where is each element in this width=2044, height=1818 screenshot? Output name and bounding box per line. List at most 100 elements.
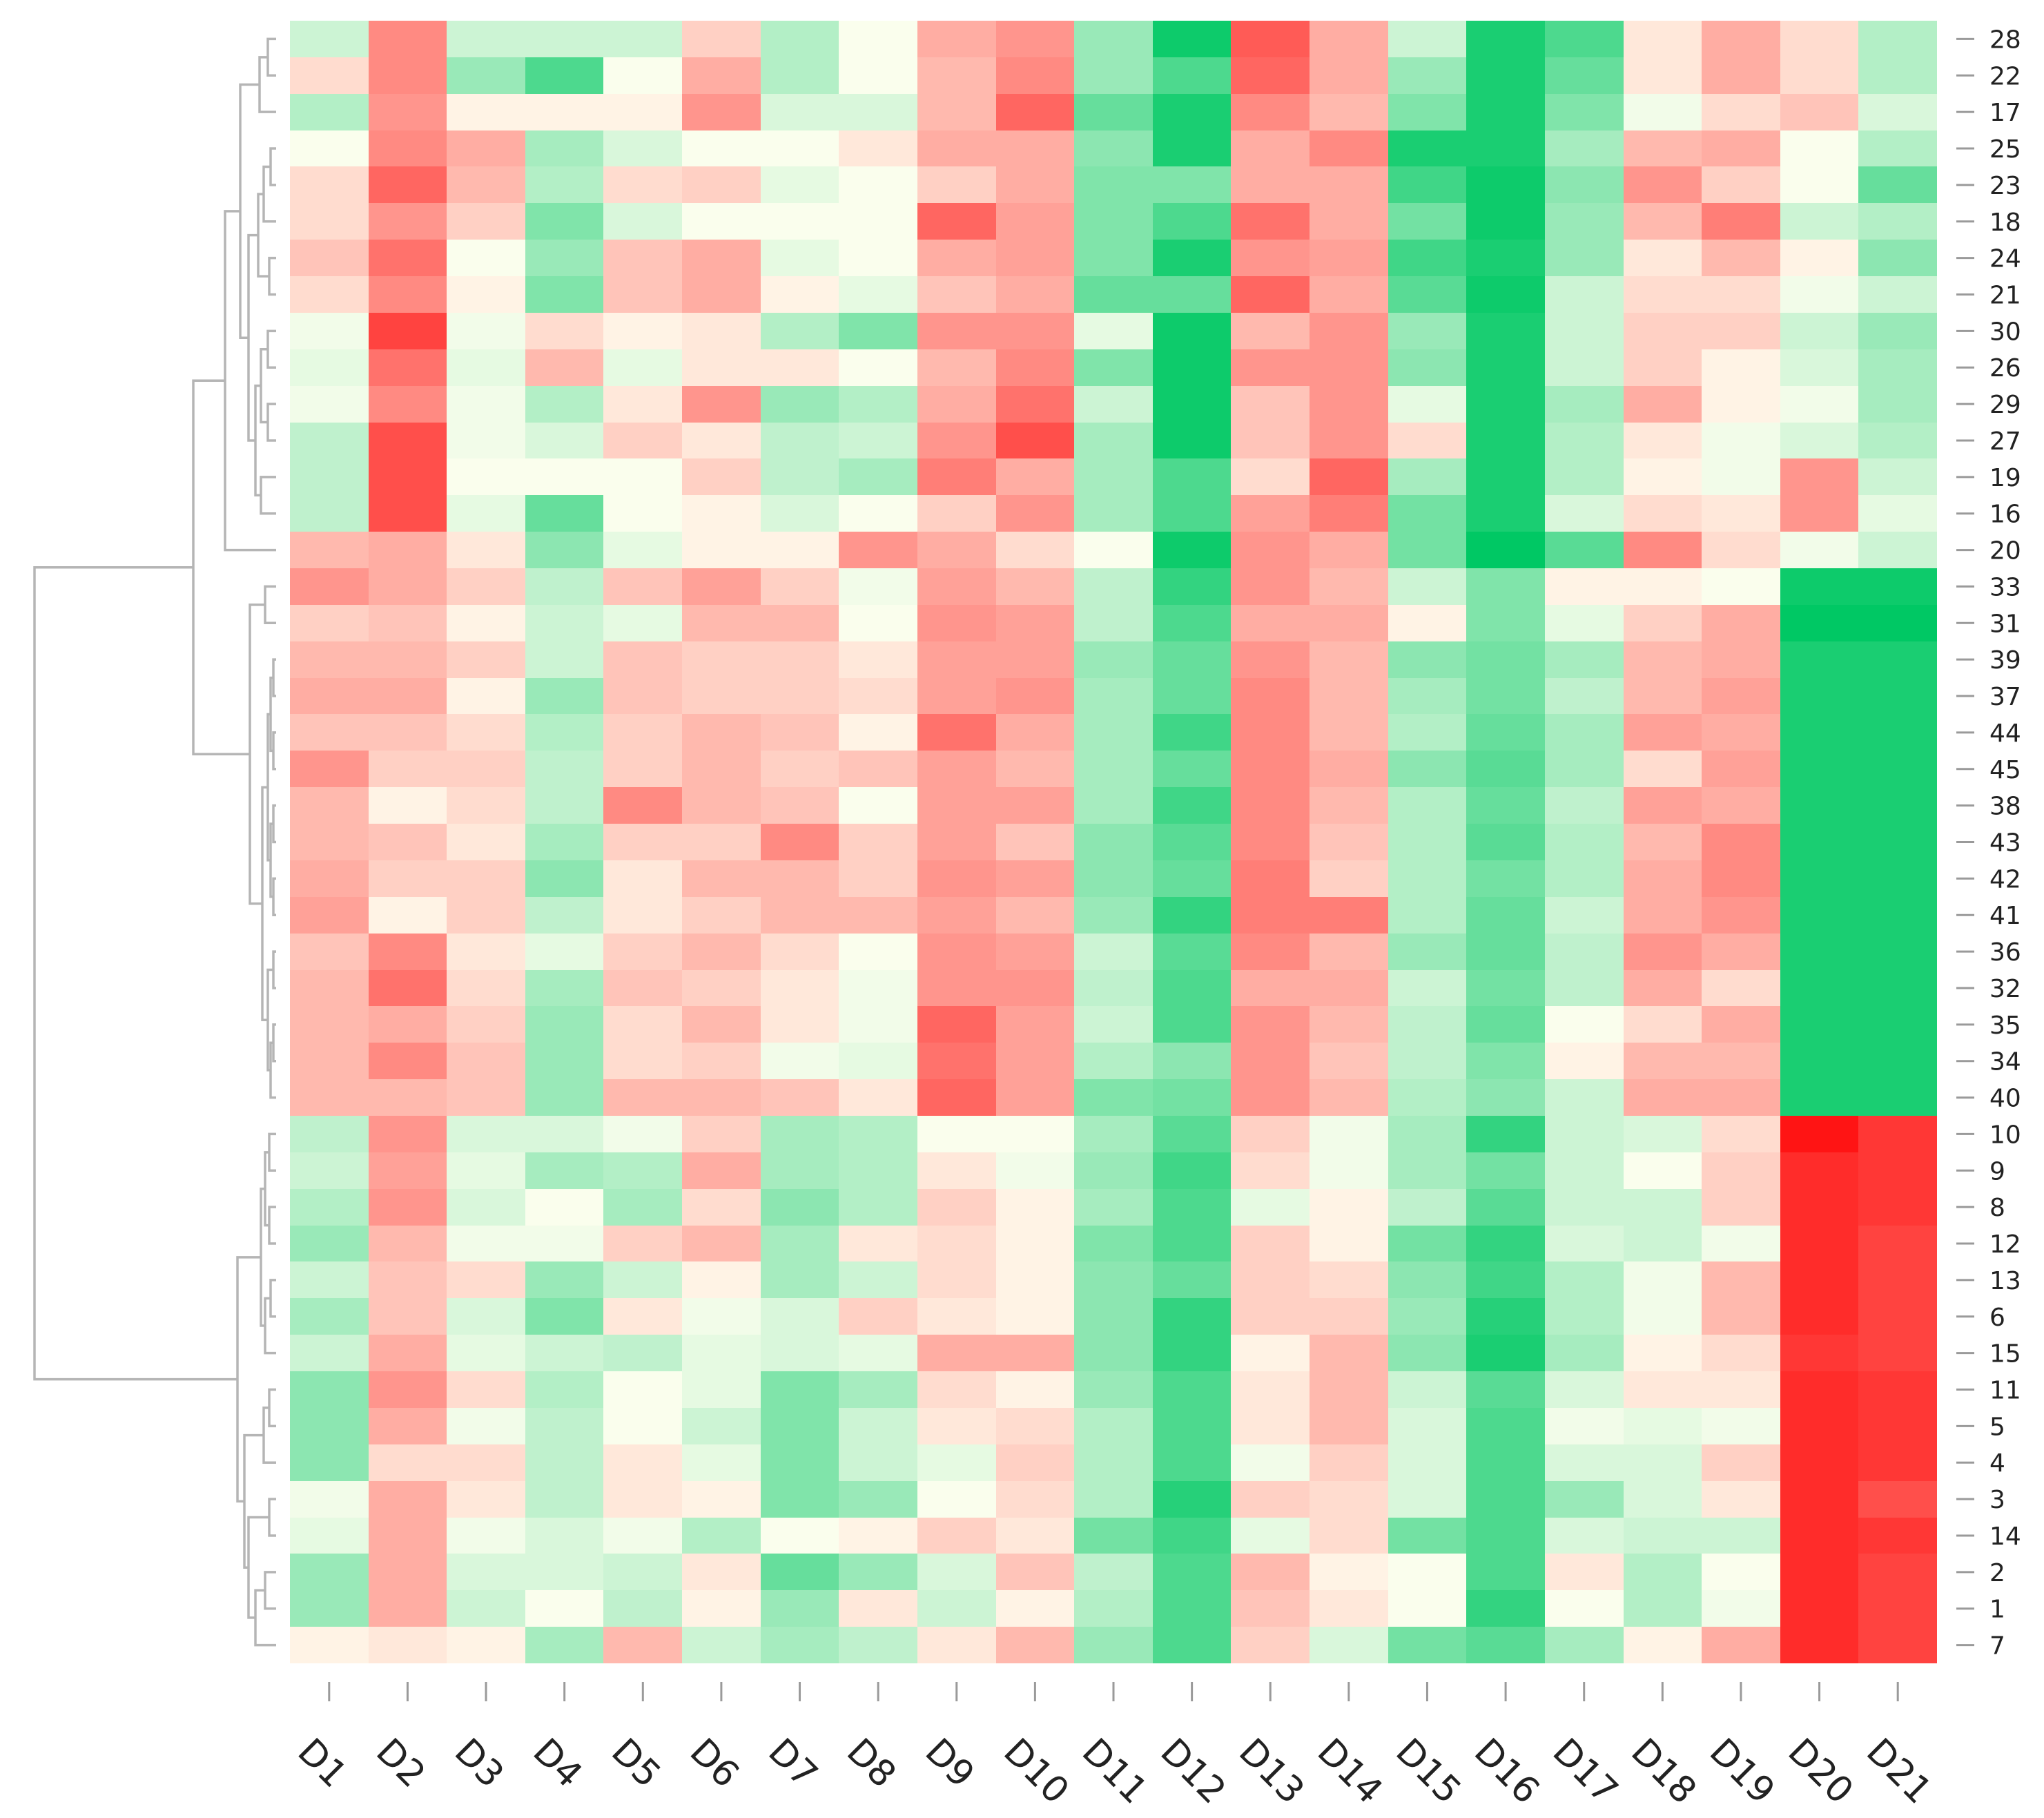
heatmap-cell [290, 1006, 369, 1043]
heatmap-cell [1858, 1627, 1937, 1663]
heatmap-cell [761, 1444, 839, 1481]
heatmap-cell [1231, 1079, 1310, 1116]
heatmap-cell [1231, 1481, 1310, 1518]
heatmap-cell [1388, 1189, 1466, 1226]
heatmap-cell [1780, 130, 1858, 166]
heatmap-cell [761, 1371, 839, 1408]
row-label: 27 [1989, 427, 2021, 456]
heatmap-cell [1310, 751, 1388, 787]
heatmap-cell [1388, 203, 1466, 240]
heatmap-cell [1545, 934, 1624, 970]
heatmap-cell [1466, 751, 1545, 787]
heatmap-cell [447, 1518, 525, 1554]
column-label: D5 [603, 1731, 668, 1796]
heatmap-cell [1780, 276, 1858, 313]
column-label: D13 [1231, 1731, 1312, 1812]
heatmap-cell [996, 1371, 1074, 1408]
heatmap-cell [1780, 751, 1858, 787]
heatmap-cell [290, 458, 369, 495]
heatmap-cell [1780, 1261, 1858, 1298]
heatmap-cell [1624, 313, 1702, 349]
heatmap-cell [1858, 130, 1937, 166]
heatmap-cell [290, 94, 369, 130]
row-label: 17 [1989, 99, 2021, 127]
heatmap-cell [447, 1298, 525, 1335]
heatmap-cell [1624, 1408, 1702, 1444]
heatmap-cell [1153, 532, 1231, 568]
heatmap-cell [1310, 1371, 1388, 1408]
heatmap-cell [447, 458, 525, 495]
heatmap-cell [1545, 641, 1624, 678]
heatmap-cell [1780, 203, 1858, 240]
heatmap-cell [1074, 1116, 1153, 1152]
heatmap-cell [447, 1408, 525, 1444]
heatmap-cell [1858, 1481, 1937, 1518]
heatmap-cell [839, 1590, 917, 1627]
heatmap-cell [917, 458, 996, 495]
heatmap-cell [917, 641, 996, 678]
row-label: 14 [1989, 1522, 2021, 1551]
heatmap-cell [839, 94, 917, 130]
heatmap-cell [682, 532, 761, 568]
row-label: 29 [1989, 391, 2021, 419]
row-label: 18 [1989, 209, 2021, 237]
heatmap-cell [1858, 934, 1937, 970]
heatmap-cell [761, 934, 839, 970]
row-label: 21 [1989, 282, 2021, 310]
heatmap-cell [1153, 787, 1231, 824]
row-label: 9 [1989, 1157, 2005, 1186]
heatmap-cell [1466, 1079, 1545, 1116]
heatmap-cell [1074, 313, 1153, 349]
heatmap-cell [1702, 1116, 1780, 1152]
heatmap-cell [1388, 495, 1466, 532]
heatmap-cell [1153, 240, 1231, 276]
heatmap-cell [1858, 1226, 1937, 1261]
heatmap-cell [996, 1043, 1074, 1079]
heatmap-cell [1074, 1518, 1153, 1554]
heatmap-cell [1231, 276, 1310, 313]
heatmap-cell [369, 897, 447, 934]
heatmap-cell [1310, 1006, 1388, 1043]
heatmap-cell [1466, 1006, 1545, 1043]
heatmap-cell [761, 714, 839, 751]
heatmap-cell [447, 1189, 525, 1226]
heatmap-cell [1466, 1444, 1545, 1481]
heatmap-cell [525, 605, 603, 641]
heatmap-cell [447, 860, 525, 897]
heatmap-cell [603, 495, 682, 532]
heatmap-cell [1624, 787, 1702, 824]
heatmap-cell [682, 1518, 761, 1554]
heatmap-cell [917, 130, 996, 166]
heatmap-cell [1780, 1444, 1858, 1481]
heatmap-cell [1074, 605, 1153, 641]
heatmap-cell [369, 1627, 447, 1663]
heatmap-cell [1858, 203, 1937, 240]
row-label: 2 [1989, 1559, 2005, 1587]
heatmap-cell [1388, 1408, 1466, 1444]
heatmap-cell [1153, 1627, 1231, 1663]
heatmap-cell [839, 641, 917, 678]
heatmap-cell [917, 1189, 996, 1226]
heatmap-cell [525, 970, 603, 1006]
heatmap-cell [1858, 1298, 1937, 1335]
heatmap-cell [1231, 240, 1310, 276]
heatmap-cell [525, 1590, 603, 1627]
heatmap-cell [369, 1116, 447, 1152]
heatmap-cell [1624, 568, 1702, 605]
heatmap-cell [1545, 21, 1624, 57]
heatmap-cell [1624, 57, 1702, 94]
heatmap-cell [369, 1371, 447, 1408]
heatmap-cell [1702, 532, 1780, 568]
heatmap-cell [1545, 897, 1624, 934]
heatmap-cell [1858, 824, 1937, 860]
heatmap-cell [1310, 166, 1388, 203]
heatmap-cell [1624, 21, 1702, 57]
column-label: D9 [917, 1731, 982, 1796]
heatmap-cell [1545, 1371, 1624, 1408]
heatmap-cell [1466, 1481, 1545, 1518]
heatmap-cell [525, 276, 603, 313]
heatmap-cell [1388, 714, 1466, 751]
heatmap-cell [1858, 1590, 1937, 1627]
heatmap-cell [682, 386, 761, 423]
heatmap-cell [447, 1116, 525, 1152]
